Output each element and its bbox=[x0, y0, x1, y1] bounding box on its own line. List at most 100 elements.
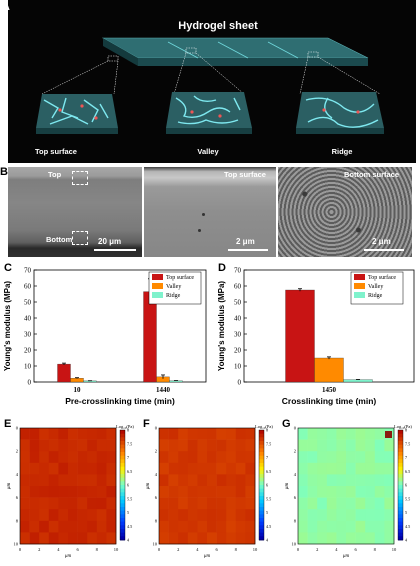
colorbar-segment bbox=[259, 470, 264, 475]
legend-entry: Top surface bbox=[368, 274, 396, 281]
colorbar-segment bbox=[259, 441, 264, 446]
colorbar-segment bbox=[120, 507, 125, 512]
heat-cell bbox=[384, 497, 395, 510]
y-tick-label: 70 bbox=[24, 267, 32, 275]
heat-cell bbox=[96, 428, 107, 440]
x-tick-label: 4 bbox=[335, 547, 338, 552]
colorbar-title: Log₁₀(Pa) bbox=[394, 424, 412, 429]
heat-cell bbox=[226, 428, 237, 440]
plot-frame bbox=[33, 269, 207, 383]
heat-cell bbox=[168, 497, 179, 510]
y-tick-label: 0 bbox=[294, 426, 297, 431]
colorbar-segment bbox=[120, 503, 125, 508]
heat-cell bbox=[235, 520, 246, 533]
colorbar-segment bbox=[259, 529, 264, 534]
colorbar-segment bbox=[398, 452, 403, 457]
heat-cell bbox=[20, 451, 30, 464]
colorbar-segment bbox=[120, 510, 125, 515]
bar bbox=[285, 289, 315, 383]
heat-cell bbox=[168, 520, 179, 533]
sem-bottom-surface: Bottom surface 2 μm bbox=[278, 167, 412, 257]
colorbar-segment bbox=[398, 492, 403, 497]
heat-cell bbox=[168, 439, 179, 452]
heat-cell bbox=[106, 439, 117, 452]
heat-cell bbox=[58, 486, 69, 498]
heat-cell bbox=[187, 509, 198, 522]
heat-cell bbox=[48, 439, 59, 452]
heat-cell bbox=[365, 462, 376, 475]
heat-cell bbox=[58, 428, 69, 440]
heat-cell bbox=[187, 439, 198, 452]
y-tick-label: 6 bbox=[155, 495, 158, 500]
heat-cell bbox=[87, 509, 98, 522]
legend-swatch bbox=[152, 283, 163, 289]
scale-label-3: 2 μm bbox=[372, 237, 391, 246]
heat-cell bbox=[68, 532, 78, 545]
heat-cell bbox=[96, 486, 107, 498]
y-tick-label: 40 bbox=[234, 315, 242, 323]
heat-cell bbox=[374, 509, 385, 522]
heat-cell bbox=[245, 509, 256, 522]
heat-cell bbox=[346, 451, 356, 464]
heat-cell bbox=[355, 451, 366, 464]
colorbar-segment bbox=[398, 477, 403, 482]
y-tick-label: 60 bbox=[234, 283, 242, 291]
heat-cell bbox=[29, 509, 40, 522]
heat-cell bbox=[235, 509, 246, 522]
heat-cell bbox=[298, 497, 308, 510]
heat-cell bbox=[77, 520, 88, 533]
heat-cell bbox=[187, 428, 198, 440]
y-tick-label: 8 bbox=[294, 518, 297, 523]
colorbar-segment bbox=[120, 433, 125, 438]
heat-cell bbox=[346, 532, 356, 545]
panel-a-schematic: Hydrogel sheet Top surface bbox=[8, 0, 416, 163]
heat-cell bbox=[374, 497, 385, 510]
heat-cell bbox=[77, 474, 88, 487]
heat-cell bbox=[326, 462, 337, 475]
heat-cell bbox=[48, 532, 59, 545]
heat-cell bbox=[384, 451, 395, 464]
inset-ridge bbox=[296, 92, 384, 134]
colorbar-tick-label: 6 bbox=[405, 483, 407, 488]
colorbar-segment bbox=[398, 496, 403, 501]
inset-label-valley: Valley bbox=[197, 147, 219, 156]
heat-cell bbox=[39, 532, 50, 545]
heat-cell bbox=[197, 497, 208, 510]
heat-cell bbox=[216, 486, 227, 498]
heat-cell bbox=[178, 462, 189, 475]
x-axis-label: μm bbox=[343, 554, 350, 559]
heat-cell bbox=[346, 520, 356, 533]
heat-cell bbox=[68, 451, 78, 464]
heat-cell bbox=[68, 428, 78, 440]
colorbar-segment bbox=[120, 463, 125, 468]
heat-cell bbox=[77, 497, 88, 510]
colorbar-tick-label: 8 bbox=[127, 428, 129, 433]
heat-cell bbox=[187, 532, 198, 545]
heat-cell bbox=[374, 486, 385, 498]
colorbar-title: Log₁₀(Pa) bbox=[255, 424, 273, 429]
bar bbox=[70, 378, 84, 383]
colorbar-segment bbox=[398, 463, 403, 468]
legend-swatch bbox=[354, 292, 365, 298]
heatmap-g: 0 2 4 6 8 100246810μmμmLog₁₀(Pa)87.576.565.55… bbox=[285, 424, 412, 559]
heat-cell bbox=[307, 462, 318, 475]
colorbar-segment bbox=[120, 496, 125, 501]
colorbar-tick-label: 7 bbox=[405, 455, 407, 460]
heat-cell bbox=[159, 439, 169, 452]
legend-entry: Ridge bbox=[166, 293, 181, 299]
heat-cell bbox=[298, 520, 308, 533]
heat-cell bbox=[187, 451, 198, 464]
colorbar-segment bbox=[398, 488, 403, 493]
y-tick-label: 30 bbox=[234, 331, 242, 339]
hydrogel-sheet-front bbox=[138, 58, 368, 66]
colorbar-title: Log₁₀(Pa) bbox=[116, 424, 134, 429]
heat-cell bbox=[68, 462, 78, 475]
heat-cell bbox=[317, 462, 328, 475]
heat-cell bbox=[355, 428, 366, 440]
colorbar-segment bbox=[259, 477, 264, 482]
heat-cell bbox=[336, 486, 347, 498]
heat-cell bbox=[346, 439, 356, 452]
heat-cell bbox=[307, 532, 318, 545]
heat-cell bbox=[207, 439, 217, 452]
colorbar-segment bbox=[259, 459, 264, 464]
